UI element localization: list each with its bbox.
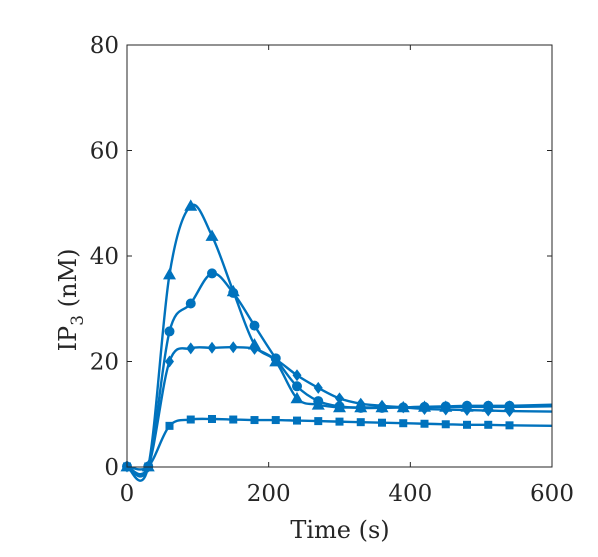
diamond-marker	[335, 392, 344, 405]
square-marker	[356, 418, 365, 427]
square-marker	[271, 416, 280, 425]
circle-marker	[185, 298, 196, 309]
circle-marker	[334, 401, 345, 412]
square-marker	[441, 420, 450, 429]
circle-marker	[313, 396, 324, 407]
circle-marker	[292, 381, 302, 392]
diamond-marker	[228, 341, 238, 354]
chart-axes: 0 200 400 600 0 20 40 60 80	[90, 33, 574, 507]
diamond-marker	[398, 401, 408, 414]
square-marker	[463, 420, 471, 429]
square-marker	[378, 418, 386, 427]
chart-marks	[120, 199, 553, 482]
x-axis-label: Time (s)	[290, 516, 389, 544]
series-circle	[122, 268, 553, 478]
diamond-marker	[462, 404, 472, 417]
diamond-marker	[292, 369, 302, 382]
diamond-marker	[186, 342, 196, 355]
x-tick-label: 400	[388, 481, 432, 507]
circle-marker	[249, 320, 260, 331]
diamond-marker	[505, 405, 514, 418]
diamond-marker	[441, 403, 451, 416]
diamond-marker	[271, 353, 281, 366]
y-tick-label: 0	[104, 455, 119, 481]
square-marker	[335, 417, 344, 426]
triangle-marker	[163, 267, 176, 280]
diamond-marker	[165, 355, 174, 368]
square-marker	[144, 462, 153, 471]
square-marker	[208, 414, 216, 423]
y-axis-label-subscript: 3	[68, 315, 88, 326]
square-marker	[505, 421, 514, 430]
square-marker	[420, 419, 429, 428]
series-triangle	[120, 199, 553, 482]
y-tick-label: 80	[90, 33, 119, 59]
y-axis-label-main: IP	[54, 326, 82, 352]
y-axis-label-unit: (nM)	[54, 249, 82, 315]
circle-marker	[164, 326, 175, 337]
square-marker	[229, 415, 238, 424]
x-tick-label: 600	[530, 481, 574, 507]
diamond-marker	[356, 397, 366, 410]
square-marker	[314, 417, 323, 426]
circle-marker	[207, 268, 217, 279]
diamond-marker	[483, 404, 493, 417]
square-marker	[293, 416, 301, 425]
y-axis-label: IP3 (nM)	[54, 249, 88, 352]
diamond-marker	[377, 399, 387, 412]
triangle-marker	[205, 229, 219, 241]
triangle-marker	[184, 199, 198, 211]
triangle-marker	[290, 391, 304, 404]
square-marker	[250, 416, 259, 425]
y-tick-label: 40	[90, 244, 119, 270]
diamond-marker	[313, 381, 323, 394]
square-marker	[165, 421, 174, 430]
diamond-marker	[420, 402, 429, 415]
y-tick-label: 60	[90, 139, 119, 165]
square-marker	[484, 420, 493, 429]
y-tick-label: 20	[90, 350, 119, 376]
x-tick-label: 200	[247, 481, 291, 507]
circle-marker	[228, 287, 239, 298]
square-marker	[399, 419, 408, 428]
diamond-marker	[250, 342, 259, 355]
diamond-marker	[207, 341, 217, 354]
square-marker	[186, 415, 195, 424]
series-square	[123, 414, 553, 471]
x-tick-label: 0	[120, 481, 135, 507]
